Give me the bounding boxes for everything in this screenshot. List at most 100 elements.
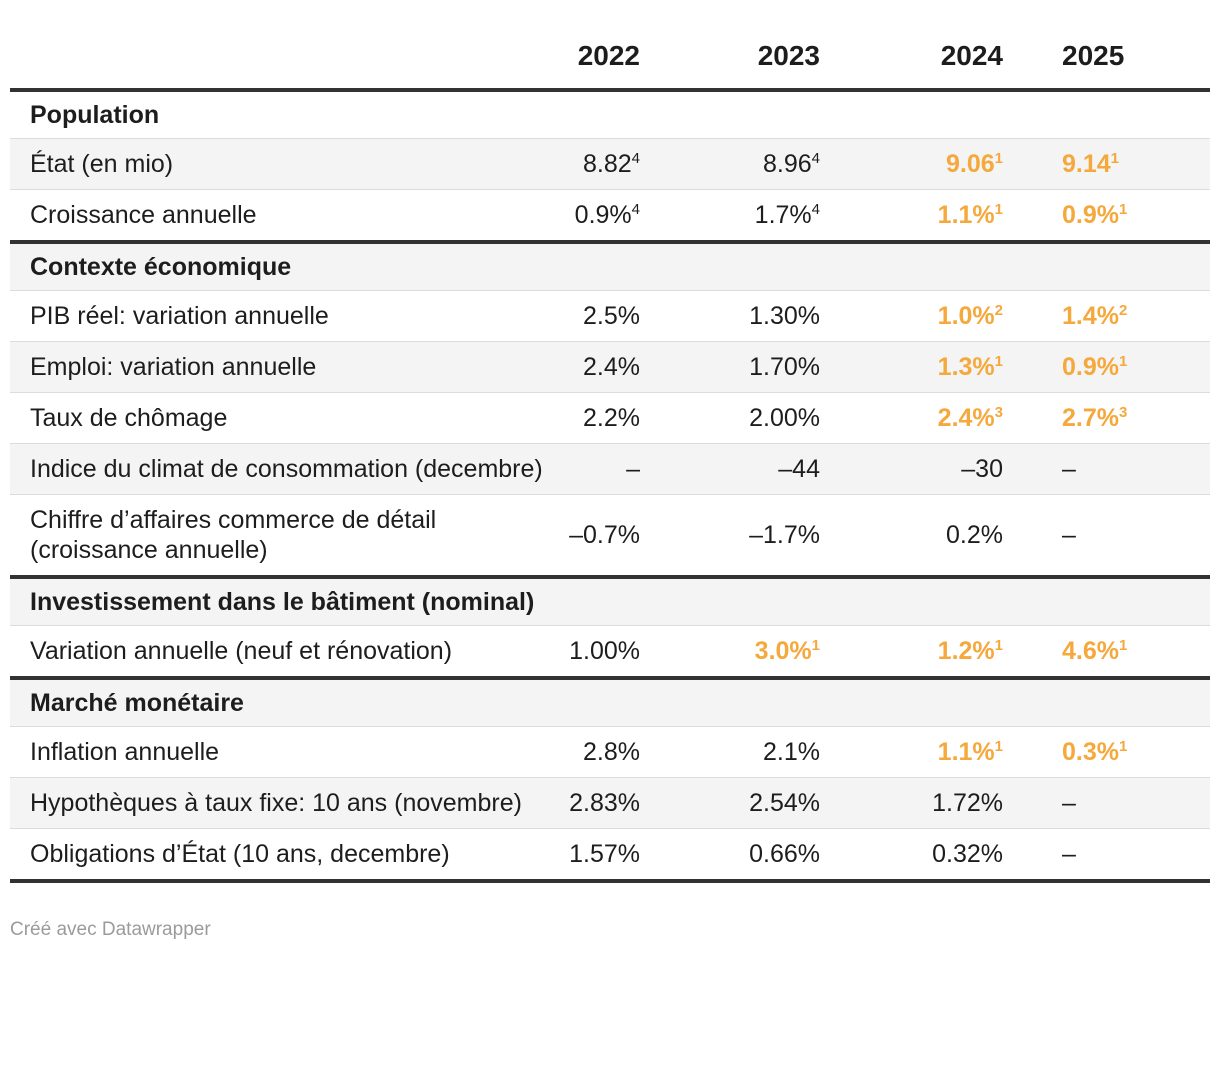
value-cell: 1.4%2 [1003, 290, 1210, 342]
value: 1.1%1 [937, 201, 1003, 229]
value-cell: 9.061 [820, 138, 1003, 190]
value-cell: –0.7% [545, 494, 640, 577]
value: 1.70% [749, 353, 820, 381]
footnote-superscript: 4 [631, 150, 640, 167]
row-label: Croissance annuelle [10, 189, 545, 242]
value-cell: 0.32% [820, 828, 1003, 881]
year-header-2025: 2025 [1062, 40, 1125, 71]
value-cell: 0.9%4 [545, 189, 640, 242]
section-row: Investissement dans le bâtiment (nominal… [10, 575, 1210, 626]
row-label: Inflation annuelle [10, 726, 545, 778]
value: – [1062, 455, 1076, 483]
value-cell: 2.7%3 [1003, 392, 1210, 444]
value: 2.4%3 [937, 404, 1003, 432]
data-table: 2022 2023 2024 2025 Population État (en mio)… [10, 29, 1210, 883]
footnote-superscript: 1 [811, 637, 820, 654]
table-row: Chiffre d’affaires commerce de détail (c… [10, 494, 1210, 577]
value-cell: – [1003, 443, 1210, 495]
value: 0.66% [749, 840, 820, 868]
value: 1.7%4 [754, 201, 820, 229]
footnote-superscript: 2 [994, 302, 1003, 319]
value: 1.72% [932, 789, 1003, 817]
table-card: 2022 2023 2024 2025 Population État (en mio)… [10, 29, 1210, 883]
value-cell: – [1003, 494, 1210, 577]
row-label: Hypothèques à taux fixe: 10 ans (novembr… [10, 777, 545, 829]
value-cell: 2.4% [545, 341, 640, 393]
value-cell: 2.2% [545, 392, 640, 444]
value: 0.32% [932, 840, 1003, 868]
footnote-superscript: 2 [1118, 302, 1128, 319]
value-cell: 0.9%1 [1003, 341, 1210, 393]
value: 2.8% [583, 738, 640, 766]
value-cell: 8.824 [545, 138, 640, 190]
table-row: Obligations d’État (10 ans, decembre) 1.5… [10, 828, 1210, 881]
value-cell: 1.72% [820, 777, 1003, 829]
row-label: Chiffre d’affaires commerce de détail (c… [10, 494, 545, 577]
value-cell: 2.8% [545, 726, 640, 778]
footnote-superscript: 1 [994, 637, 1003, 654]
footnote-superscript: 4 [811, 201, 820, 218]
footnote-superscript: 4 [811, 150, 820, 167]
value: 8.964 [762, 150, 820, 178]
value-cell: 0.3%1 [1003, 726, 1210, 778]
row-label: Variation annuelle (neuf et rénovation) [10, 625, 545, 678]
footnote-superscript: 1 [994, 201, 1003, 218]
row-label: Indice du climat de consommation (decemb… [10, 443, 545, 495]
section-title: Contexte économique [10, 240, 1210, 291]
value-cell: 2.83% [545, 777, 640, 829]
value-cell: 1.00% [545, 625, 640, 678]
table-row: Hypothèques à taux fixe: 10 ans (novembr… [10, 777, 1210, 829]
value-cell: –1.7% [640, 494, 820, 577]
value-cell: – [1003, 777, 1210, 829]
footnote-superscript: 3 [994, 404, 1003, 421]
value: 3.0%1 [754, 637, 820, 665]
year-header-2022: 2022 [577, 40, 640, 71]
value: 1.0%2 [937, 302, 1003, 330]
value-cell: 2.54% [640, 777, 820, 829]
value: 2.83% [569, 789, 640, 817]
section-title: Investissement dans le bâtiment (nominal… [10, 575, 1210, 626]
value: 1.00% [569, 637, 640, 665]
value-cell: 3.0%1 [640, 625, 820, 678]
section-row: Population [10, 88, 1210, 139]
year-header-2024: 2024 [940, 40, 1003, 71]
value-cell: –44 [640, 443, 820, 495]
value-cell: 1.1%1 [820, 726, 1003, 778]
value: 2.2% [583, 404, 640, 432]
value-cell: 2.5% [545, 290, 640, 342]
value: – [1062, 789, 1076, 817]
value: 2.5% [583, 302, 640, 330]
value: 2.1% [763, 738, 820, 766]
value: 1.4%2 [1062, 302, 1128, 330]
value: 9.141 [1062, 150, 1120, 178]
table-row: Variation annuelle (neuf et rénovation) 1… [10, 625, 1210, 678]
value-cell: 1.57% [545, 828, 640, 881]
value: 0.9%4 [574, 201, 640, 229]
value-cell: – [1003, 828, 1210, 881]
table-row: Taux de chômage 2.2% 2.00% 2.4%3 2.7%3 [10, 392, 1210, 444]
value: 2.7%3 [1062, 404, 1128, 432]
value: 1.57% [569, 840, 640, 868]
datawrapper-credit: Créé avec Datawrapper [10, 919, 211, 940]
value: 1.30% [749, 302, 820, 330]
value: 9.061 [945, 150, 1003, 178]
value-cell: 1.70% [640, 341, 820, 393]
value-cell: 1.1%1 [820, 189, 1003, 242]
section-title: Marché monétaire [10, 676, 1210, 727]
value: 0.2% [946, 521, 1003, 549]
value-cell: 1.2%1 [820, 625, 1003, 678]
value-cell: 2.4%3 [820, 392, 1003, 444]
section-row: Marché monétaire [10, 676, 1210, 727]
row-label: Emploi: variation annuelle [10, 341, 545, 393]
value: 0.9%1 [1062, 201, 1128, 229]
value-cell: 1.7%4 [640, 189, 820, 242]
value: 2.4% [583, 353, 640, 381]
corner-cell [10, 29, 545, 90]
value: 4.6%1 [1062, 637, 1128, 665]
value-cell: – [545, 443, 640, 495]
value-cell: 9.141 [1003, 138, 1210, 190]
footnote-superscript: 1 [1118, 738, 1128, 755]
value-cell: 1.30% [640, 290, 820, 342]
value: 1.3%1 [937, 353, 1003, 381]
value-cell: 1.3%1 [820, 341, 1003, 393]
